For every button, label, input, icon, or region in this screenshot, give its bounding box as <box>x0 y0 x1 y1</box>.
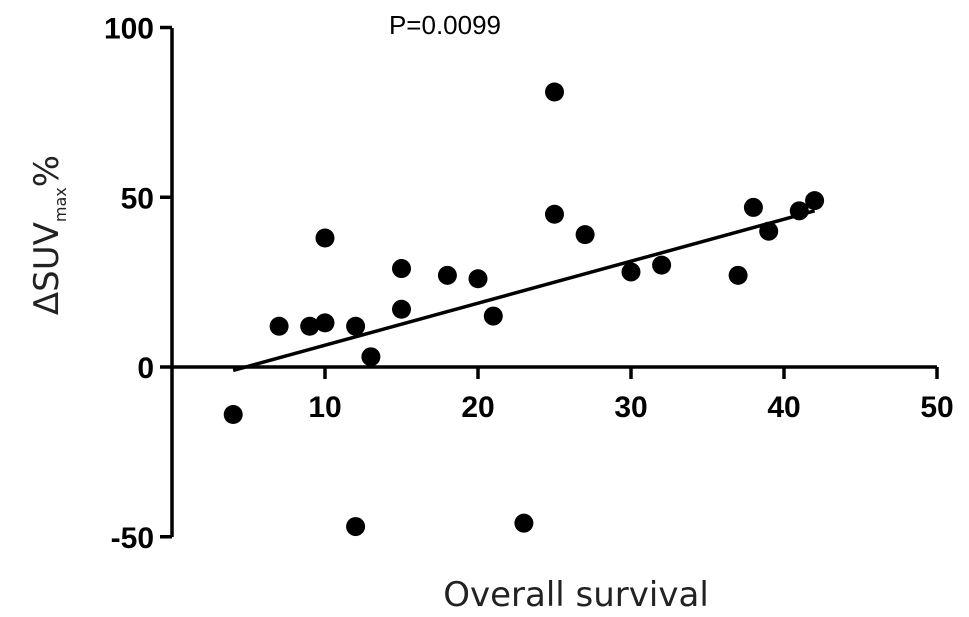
y-axis-label-suffix: % <box>27 155 67 187</box>
data-point <box>514 513 534 533</box>
data-point <box>483 306 503 326</box>
svg-text:ΔSUVmax%: ΔSUVmax% <box>27 155 70 315</box>
data-point <box>805 191 825 211</box>
data-point <box>652 255 672 275</box>
y-axis-label-prefix: ΔSUV <box>27 222 67 315</box>
y-ticks: -50 0 50 100 <box>104 13 172 555</box>
chart-title: P=0.0099 <box>389 10 501 40</box>
y-axis-label: ΔSUVmax% <box>27 155 70 315</box>
data-point <box>575 225 595 245</box>
x-ticks: 10 20 30 40 50 <box>308 367 954 424</box>
data-point <box>315 313 335 333</box>
data-points <box>223 82 825 537</box>
y-tick-label: 50 <box>121 182 154 215</box>
x-tick-label: 50 <box>920 391 953 424</box>
y-tick-label: 100 <box>104 13 154 46</box>
data-point <box>392 299 411 319</box>
data-point <box>269 316 289 336</box>
data-point <box>621 262 641 282</box>
data-point <box>545 204 564 224</box>
data-point <box>392 259 411 279</box>
x-tick-label: 10 <box>308 391 341 424</box>
data-point <box>437 265 457 285</box>
trend-line <box>232 209 816 373</box>
data-point <box>361 347 381 367</box>
y-tick-label: 0 <box>137 352 154 385</box>
x-tick-label: 20 <box>461 391 494 424</box>
data-point <box>346 316 366 336</box>
data-point <box>346 517 366 537</box>
data-point <box>223 405 243 425</box>
y-tick-label: -50 <box>111 522 154 555</box>
y-axis-label-subscript: max <box>51 187 70 222</box>
data-point <box>315 228 335 248</box>
data-point <box>300 316 320 336</box>
data-point <box>789 201 809 221</box>
x-axis-label: Overall survival <box>443 575 709 615</box>
data-point <box>545 82 564 102</box>
data-point <box>728 265 748 285</box>
data-point <box>759 221 779 241</box>
data-point <box>468 269 488 289</box>
x-tick-label: 40 <box>767 391 800 424</box>
data-point <box>743 197 763 217</box>
x-tick-label: 30 <box>614 391 647 424</box>
